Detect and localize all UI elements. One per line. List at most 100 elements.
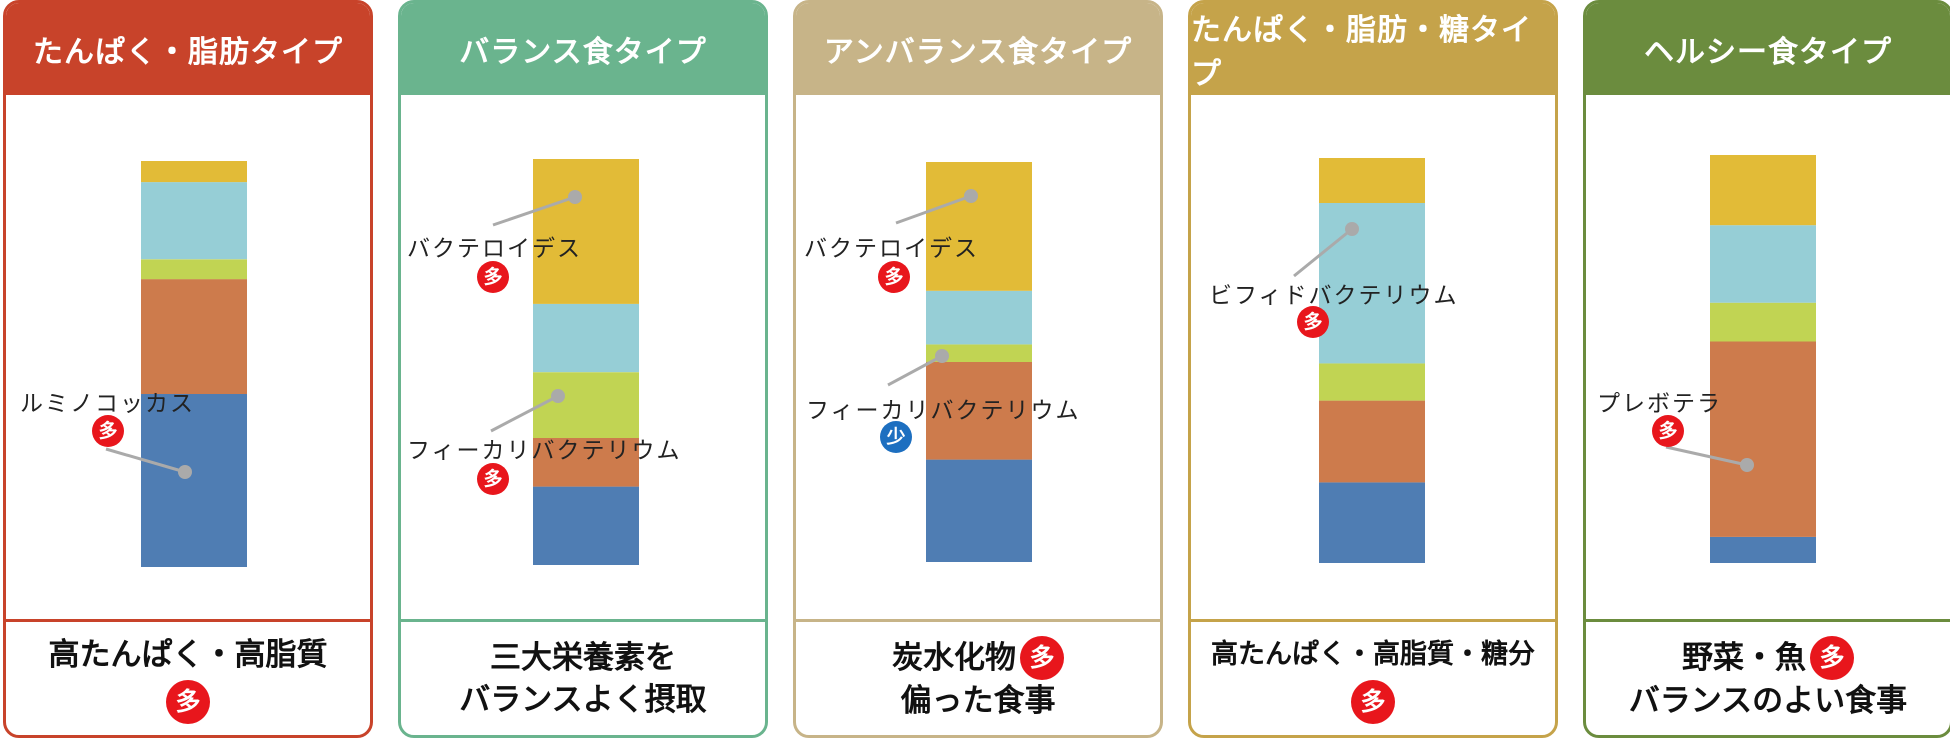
many-badge: 多: [1351, 679, 1395, 724]
bar-segment-2: [1710, 341, 1816, 537]
bacteria-label: ルミノコッカス: [20, 391, 195, 417]
leader-dot: [178, 465, 192, 479]
bar-segment-5: [533, 159, 639, 304]
card-description: 高たんぱく・高脂質多: [6, 622, 370, 735]
card-description: 高たんぱく・高脂質・糖分多: [1191, 622, 1555, 735]
bacteria-label: ビフィドバクテリウム: [1209, 283, 1459, 309]
bar-segment-5: [1710, 155, 1816, 226]
card-divider: [6, 619, 370, 622]
few-badge: 少: [880, 421, 912, 453]
bar-segment-2: [926, 362, 1032, 460]
diet-type-card: バランス食タイプ バクテロイデス多フィーカリバクテリウム多三大栄養素を バランスよく…: [398, 0, 768, 738]
description-line: 炭水化物多: [892, 635, 1064, 680]
stacked-bar-chart: [887, 162, 1032, 562]
many-badge: 多: [1652, 415, 1684, 447]
card-title: ヘルシー食タイプ: [1586, 3, 1950, 95]
leader-line: [895, 194, 972, 225]
bacteria-label: プレボテラ: [1597, 391, 1722, 417]
stacked-bar-chart: [105, 161, 247, 567]
bar-segment-1: [141, 394, 247, 567]
bar-segment-3: [926, 344, 1032, 362]
description-text: 野菜・魚: [1682, 639, 1806, 676]
bacteria-label: バクテロイデス: [407, 236, 582, 262]
bar-segment-3: [141, 259, 247, 280]
description-text: バランスよく摂取: [459, 681, 707, 718]
description-badge-line: 多: [166, 679, 210, 724]
card-description: 野菜・魚多バランスのよい食事: [1586, 622, 1950, 735]
leader-line: [492, 195, 576, 227]
card-description: 三大栄養素を バランスよく摂取: [401, 622, 765, 735]
description-text: バランスのよい食事: [1628, 682, 1908, 719]
card-title: たんぱく・脂肪・糖タイプ: [1191, 3, 1555, 95]
diet-type-card: ヘルシー食タイプ プレボテラ多野菜・魚多バランスのよい食事: [1583, 0, 1950, 738]
description-line: 三大栄養素を: [490, 637, 676, 679]
many-badge: 多: [477, 463, 509, 495]
bacteria-label: フィーカリバクテリウム: [806, 398, 1081, 424]
card-divider: [1191, 619, 1555, 622]
leader-line: [105, 447, 186, 474]
leader-dot: [568, 190, 582, 204]
leader-line: [887, 354, 943, 387]
many-badge: 多: [1810, 635, 1854, 680]
description-text: 炭水化物: [892, 639, 1016, 676]
bar-segment-5: [926, 162, 1032, 291]
description-text: 偏った食事: [900, 682, 1056, 719]
leader-dot: [551, 389, 565, 403]
description-badge-line: 多: [1351, 679, 1395, 724]
bacteria-label: フィーカリバクテリウム: [407, 438, 682, 464]
card-description: 炭水化物多偏った食事: [796, 622, 1160, 735]
diet-type-card: たんぱく・脂肪タイプ ルミノコッカス多高たんぱく・高脂質多: [3, 0, 373, 738]
diet-type-card: アンバランス食タイプ バクテロイデス多フィーカリバクテリウム少炭水化物多偏った食事: [793, 0, 1163, 738]
bar-segment-1: [533, 486, 639, 565]
stacked-bar-chart: [1665, 155, 1816, 563]
bar-segment-4: [1710, 225, 1816, 303]
card-divider: [1586, 619, 1950, 622]
leader-line: [1665, 445, 1748, 467]
bar-segment-4: [533, 303, 639, 373]
description-line: 高たんぱく・高脂質: [49, 634, 328, 676]
many-badge: 多: [1297, 306, 1329, 338]
bar-segment-4: [926, 290, 1032, 345]
card-divider: [401, 619, 765, 622]
leader-dot: [1345, 222, 1359, 236]
bar-segment-3: [1710, 302, 1816, 342]
leader-dot: [935, 349, 949, 363]
stacked-bar-chart: [1293, 158, 1425, 563]
description-text: 高たんぱく・高脂質: [48, 636, 328, 673]
leader-line: [1293, 227, 1353, 278]
bar-segment-1: [1319, 482, 1425, 563]
bacteria-label: バクテロイデス: [804, 236, 979, 262]
description-line: 野菜・魚多: [1682, 635, 1854, 680]
leader-dot: [1740, 458, 1754, 472]
many-badge: 多: [92, 415, 124, 447]
bar-segment-4: [1319, 203, 1425, 364]
bar-segment-2: [141, 279, 247, 394]
description-line: 偏った食事: [901, 680, 1056, 722]
card-divider: [796, 619, 1160, 622]
description-line: 高たんぱく・高脂質・糖分: [1211, 634, 1535, 676]
stacked-bar-chart: [490, 159, 639, 565]
bar-segment-1: [1710, 536, 1816, 563]
card-title: バランス食タイプ: [401, 3, 765, 95]
bar-segment-5: [141, 161, 247, 183]
card-title: アンバランス食タイプ: [796, 3, 1160, 95]
diet-type-card: たんぱく・脂肪・糖タイプ ビフィドバクテリウム多高たんぱく・高脂質・糖分多: [1188, 0, 1558, 738]
bar-segment-3: [1319, 363, 1425, 401]
bar-segment-2: [1319, 400, 1425, 483]
card-title: たんぱく・脂肪タイプ: [6, 3, 370, 95]
description-line: バランスのよい食事: [1629, 680, 1907, 722]
leader-dot: [964, 189, 978, 203]
description-text: 高たんぱく・高脂質・糖分: [1211, 638, 1535, 670]
bar-segment-1: [926, 459, 1032, 562]
bar-segment-2: [533, 437, 639, 487]
description-text: 三大栄養素を: [490, 639, 676, 676]
description-line: バランスよく摂取: [459, 679, 706, 721]
bar-segment-3: [533, 372, 639, 438]
many-badge: 多: [878, 261, 910, 293]
bar-segment-4: [141, 182, 247, 260]
bar-segment-5: [1319, 158, 1425, 203]
many-badge: 多: [1020, 635, 1064, 680]
many-badge: 多: [477, 261, 509, 293]
leader-line: [490, 394, 559, 433]
many-badge: 多: [166, 679, 210, 724]
